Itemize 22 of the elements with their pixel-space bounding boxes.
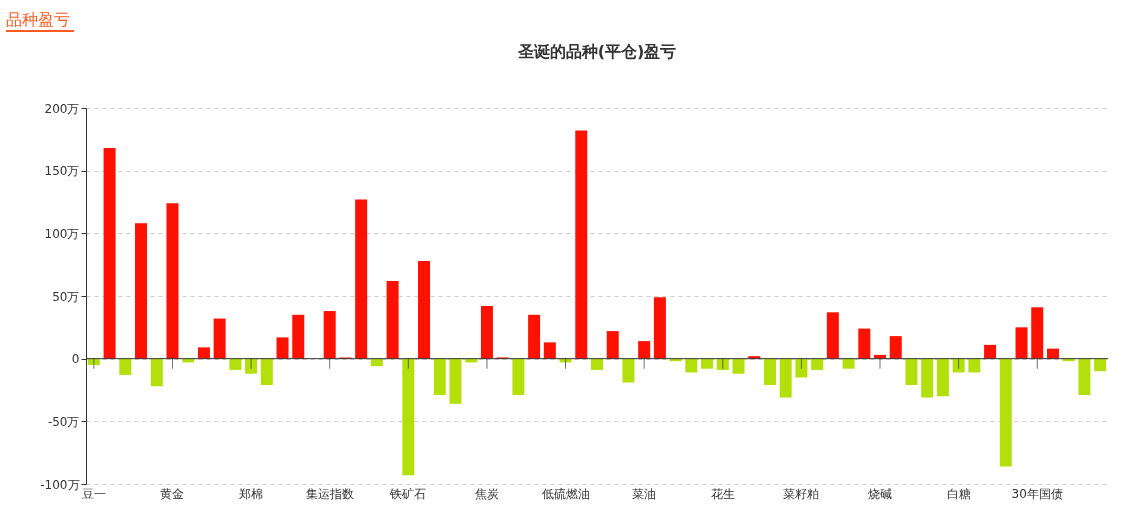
- chart-title: 圣诞的品种(平仓)盈亏: [516, 42, 677, 61]
- y-tick-label: -100万: [40, 477, 80, 492]
- x-tick-label: 低硫燃油: [541, 486, 590, 501]
- x-tick-label: 焦炭: [474, 486, 499, 501]
- x-tick-label: 30年国债: [1011, 486, 1063, 501]
- x-tick-label: 集运指数: [305, 486, 354, 501]
- x-tick-label: 菜籽粕: [783, 486, 820, 501]
- x-tick-label: 烧碱: [868, 486, 893, 501]
- x-tick-label: 黄金: [160, 486, 185, 501]
- y-tick-label: 150万: [44, 164, 80, 179]
- y-tick-label: 200万: [44, 101, 80, 116]
- y-tick-label: 50万: [52, 289, 80, 304]
- y-tick-label: 100万: [44, 226, 80, 241]
- x-tick-label: 菜油: [632, 486, 657, 501]
- y-tick-label: 0: [71, 352, 80, 367]
- x-tick-label: 花生: [710, 486, 735, 501]
- x-tick-label: 郑棉: [239, 486, 264, 501]
- y-tick-label: -50万: [47, 414, 80, 429]
- x-tick-label: 白糖: [946, 486, 971, 501]
- x-tick-label: 铁矿石: [389, 486, 427, 501]
- text: 品种盈亏: [6, 10, 70, 29]
- x-tick-label: 豆一: [81, 486, 106, 501]
